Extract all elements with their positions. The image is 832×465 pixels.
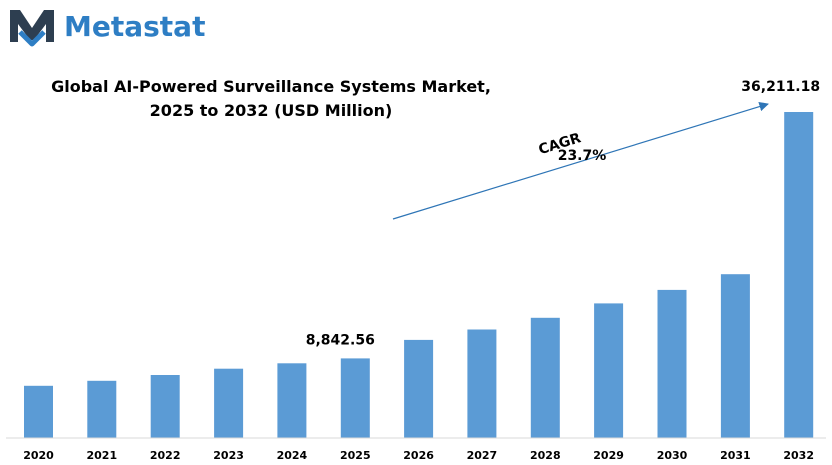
x-tick-label-2022: 2022 bbox=[150, 449, 181, 462]
x-tick-label-2031: 2031 bbox=[720, 449, 751, 462]
bar-series bbox=[24, 112, 814, 438]
x-tick-label-2030: 2030 bbox=[657, 449, 688, 462]
bar-2031 bbox=[720, 274, 750, 438]
x-tick-label-2029: 2029 bbox=[593, 449, 624, 462]
x-axis-ticks: 2020 2021 2022 2023 2024 2025 2026 2027 2028 2029… bbox=[23, 449, 814, 462]
bar-2024 bbox=[277, 363, 307, 438]
data-label-2025: 8,842.56 bbox=[306, 332, 375, 348]
bar-2029 bbox=[594, 303, 624, 438]
data-labels: 8,842.56 36,211.18 bbox=[306, 79, 820, 348]
cagr-arrow bbox=[392, 101, 769, 220]
bar-2030 bbox=[657, 289, 687, 438]
bar-2028 bbox=[530, 317, 560, 438]
x-tick-label-2025: 2025 bbox=[340, 449, 371, 462]
x-tick-label-2027: 2027 bbox=[467, 449, 498, 462]
chart-title-line-2: 2025 to 2032 (USD Million) bbox=[150, 101, 393, 120]
x-tick-label-2021: 2021 bbox=[86, 449, 117, 462]
x-tick-label-2032: 2032 bbox=[783, 449, 814, 462]
x-tick-label-2028: 2028 bbox=[530, 449, 561, 462]
metastat-m-logo-icon bbox=[10, 10, 54, 47]
brand-logo: Metastat bbox=[10, 10, 205, 47]
x-tick-label-2024: 2024 bbox=[277, 449, 308, 462]
data-label-2032: 36,211.18 bbox=[741, 79, 820, 95]
bar-2020 bbox=[24, 385, 53, 438]
x-tick-label-2020: 2020 bbox=[23, 449, 54, 462]
brand-name: Metastat bbox=[64, 10, 205, 43]
bar-2022 bbox=[150, 375, 180, 438]
bar-2032 bbox=[784, 112, 814, 438]
x-tick-label-2023: 2023 bbox=[213, 449, 244, 462]
x-tick-label-2026: 2026 bbox=[403, 449, 434, 462]
bar-2027 bbox=[467, 329, 497, 438]
bar-2021 bbox=[87, 380, 117, 438]
chart-title-line-1: Global AI-Powered Surveillance Systems M… bbox=[51, 77, 491, 96]
bar-2023 bbox=[214, 368, 244, 438]
bar-2025 bbox=[340, 358, 370, 438]
bar-2026 bbox=[404, 339, 434, 438]
cagr-value: 23.7% bbox=[558, 148, 607, 164]
